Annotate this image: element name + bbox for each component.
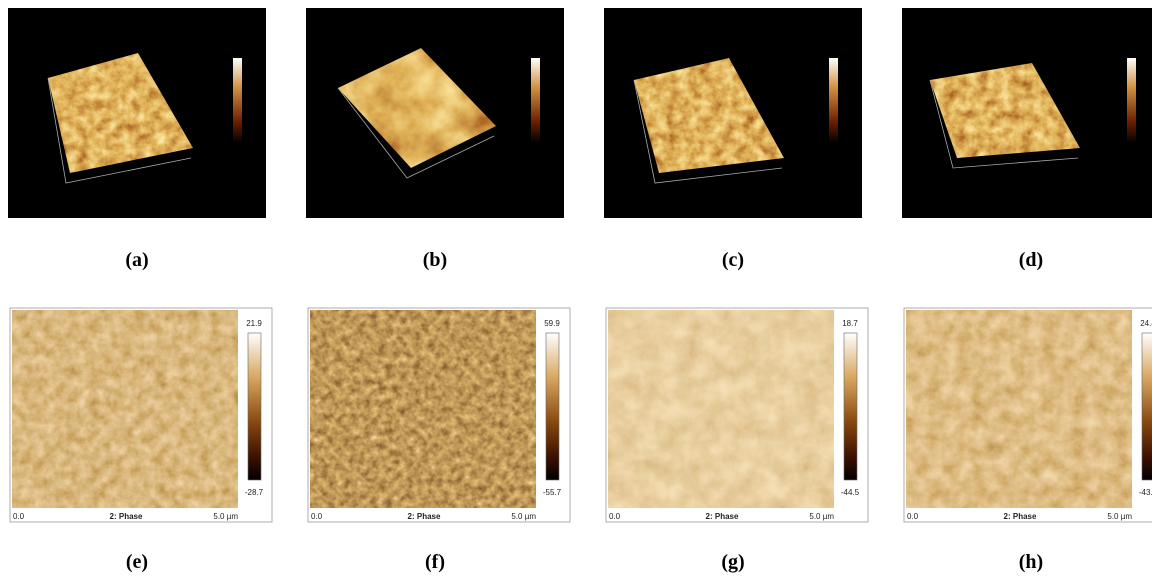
scale-min: -55.7 — [543, 488, 562, 497]
afm-phase-panel: 18.7 -44.5 0.0 2: Phase 5.0 µm (g) — [606, 308, 868, 573]
scale-min: -44.5 — [841, 488, 860, 497]
x-start: 0.0 — [13, 512, 25, 521]
panel-label: (a) — [125, 249, 148, 271]
color-bar — [248, 333, 261, 480]
panel-label: (g) — [721, 551, 744, 573]
panel-label: (e) — [126, 551, 148, 573]
page: (a) (b) (c) (d) 21.9 -28.7 0.0 2: Phase 5.0 µm (e… — [0, 0, 1152, 576]
color-bar — [546, 333, 559, 480]
afm-3d-panel: (b) — [306, 8, 564, 271]
panel-label: (d) — [1019, 249, 1043, 271]
afm-phase-panel: 24.4 -43.2 0.0 2: Phase 5.0 µm (h) — [904, 308, 1152, 573]
phase-image — [310, 310, 536, 508]
x-end: 5.0 µm — [511, 512, 536, 521]
channel: 2: Phase — [408, 512, 441, 521]
phase-image — [12, 310, 238, 508]
x-start: 0.0 — [907, 512, 919, 521]
scale-max: 59.9 — [544, 319, 560, 328]
afm-3d-panel: (c) — [604, 8, 862, 271]
x-end: 5.0 µm — [809, 512, 834, 521]
x-start: 0.0 — [609, 512, 621, 521]
afm-phase-panel: 59.9 -55.7 0.0 2: Phase 5.0 µm (f) — [308, 308, 570, 573]
x-start: 0.0 — [311, 512, 323, 521]
scale-max: 18.7 — [842, 319, 858, 328]
color-bar — [1127, 58, 1136, 143]
phase-image — [608, 310, 834, 508]
panel-label: (b) — [423, 249, 447, 271]
panel-label: (h) — [1019, 551, 1043, 573]
channel: 2: Phase — [110, 512, 143, 521]
color-bar — [531, 58, 540, 143]
channel: 2: Phase — [706, 512, 739, 521]
color-bar — [844, 333, 857, 480]
channel: 2: Phase — [1004, 512, 1037, 521]
phase-image — [906, 310, 1132, 508]
panel-label: (f) — [425, 551, 445, 573]
panel-label: (c) — [722, 249, 744, 271]
x-end: 5.0 µm — [1107, 512, 1132, 521]
color-bar — [233, 58, 242, 143]
x-end: 5.0 µm — [213, 512, 238, 521]
scale-max: 24.4 — [1140, 319, 1152, 328]
scale-min: -43.2 — [1139, 488, 1152, 497]
color-bar — [829, 58, 838, 143]
afm-3d-panel: (d) — [902, 8, 1152, 271]
figure: (a) (b) (c) (d) 21.9 -28.7 0.0 2: Phase 5.0 µm (e… — [0, 0, 1152, 576]
afm-phase-panel: 21.9 -28.7 0.0 2: Phase 5.0 µm (e) — [10, 308, 272, 573]
scale-max: 21.9 — [246, 319, 262, 328]
color-bar — [1142, 333, 1152, 480]
afm-3d-panel: (a) — [8, 8, 266, 271]
scale-min: -28.7 — [245, 488, 264, 497]
